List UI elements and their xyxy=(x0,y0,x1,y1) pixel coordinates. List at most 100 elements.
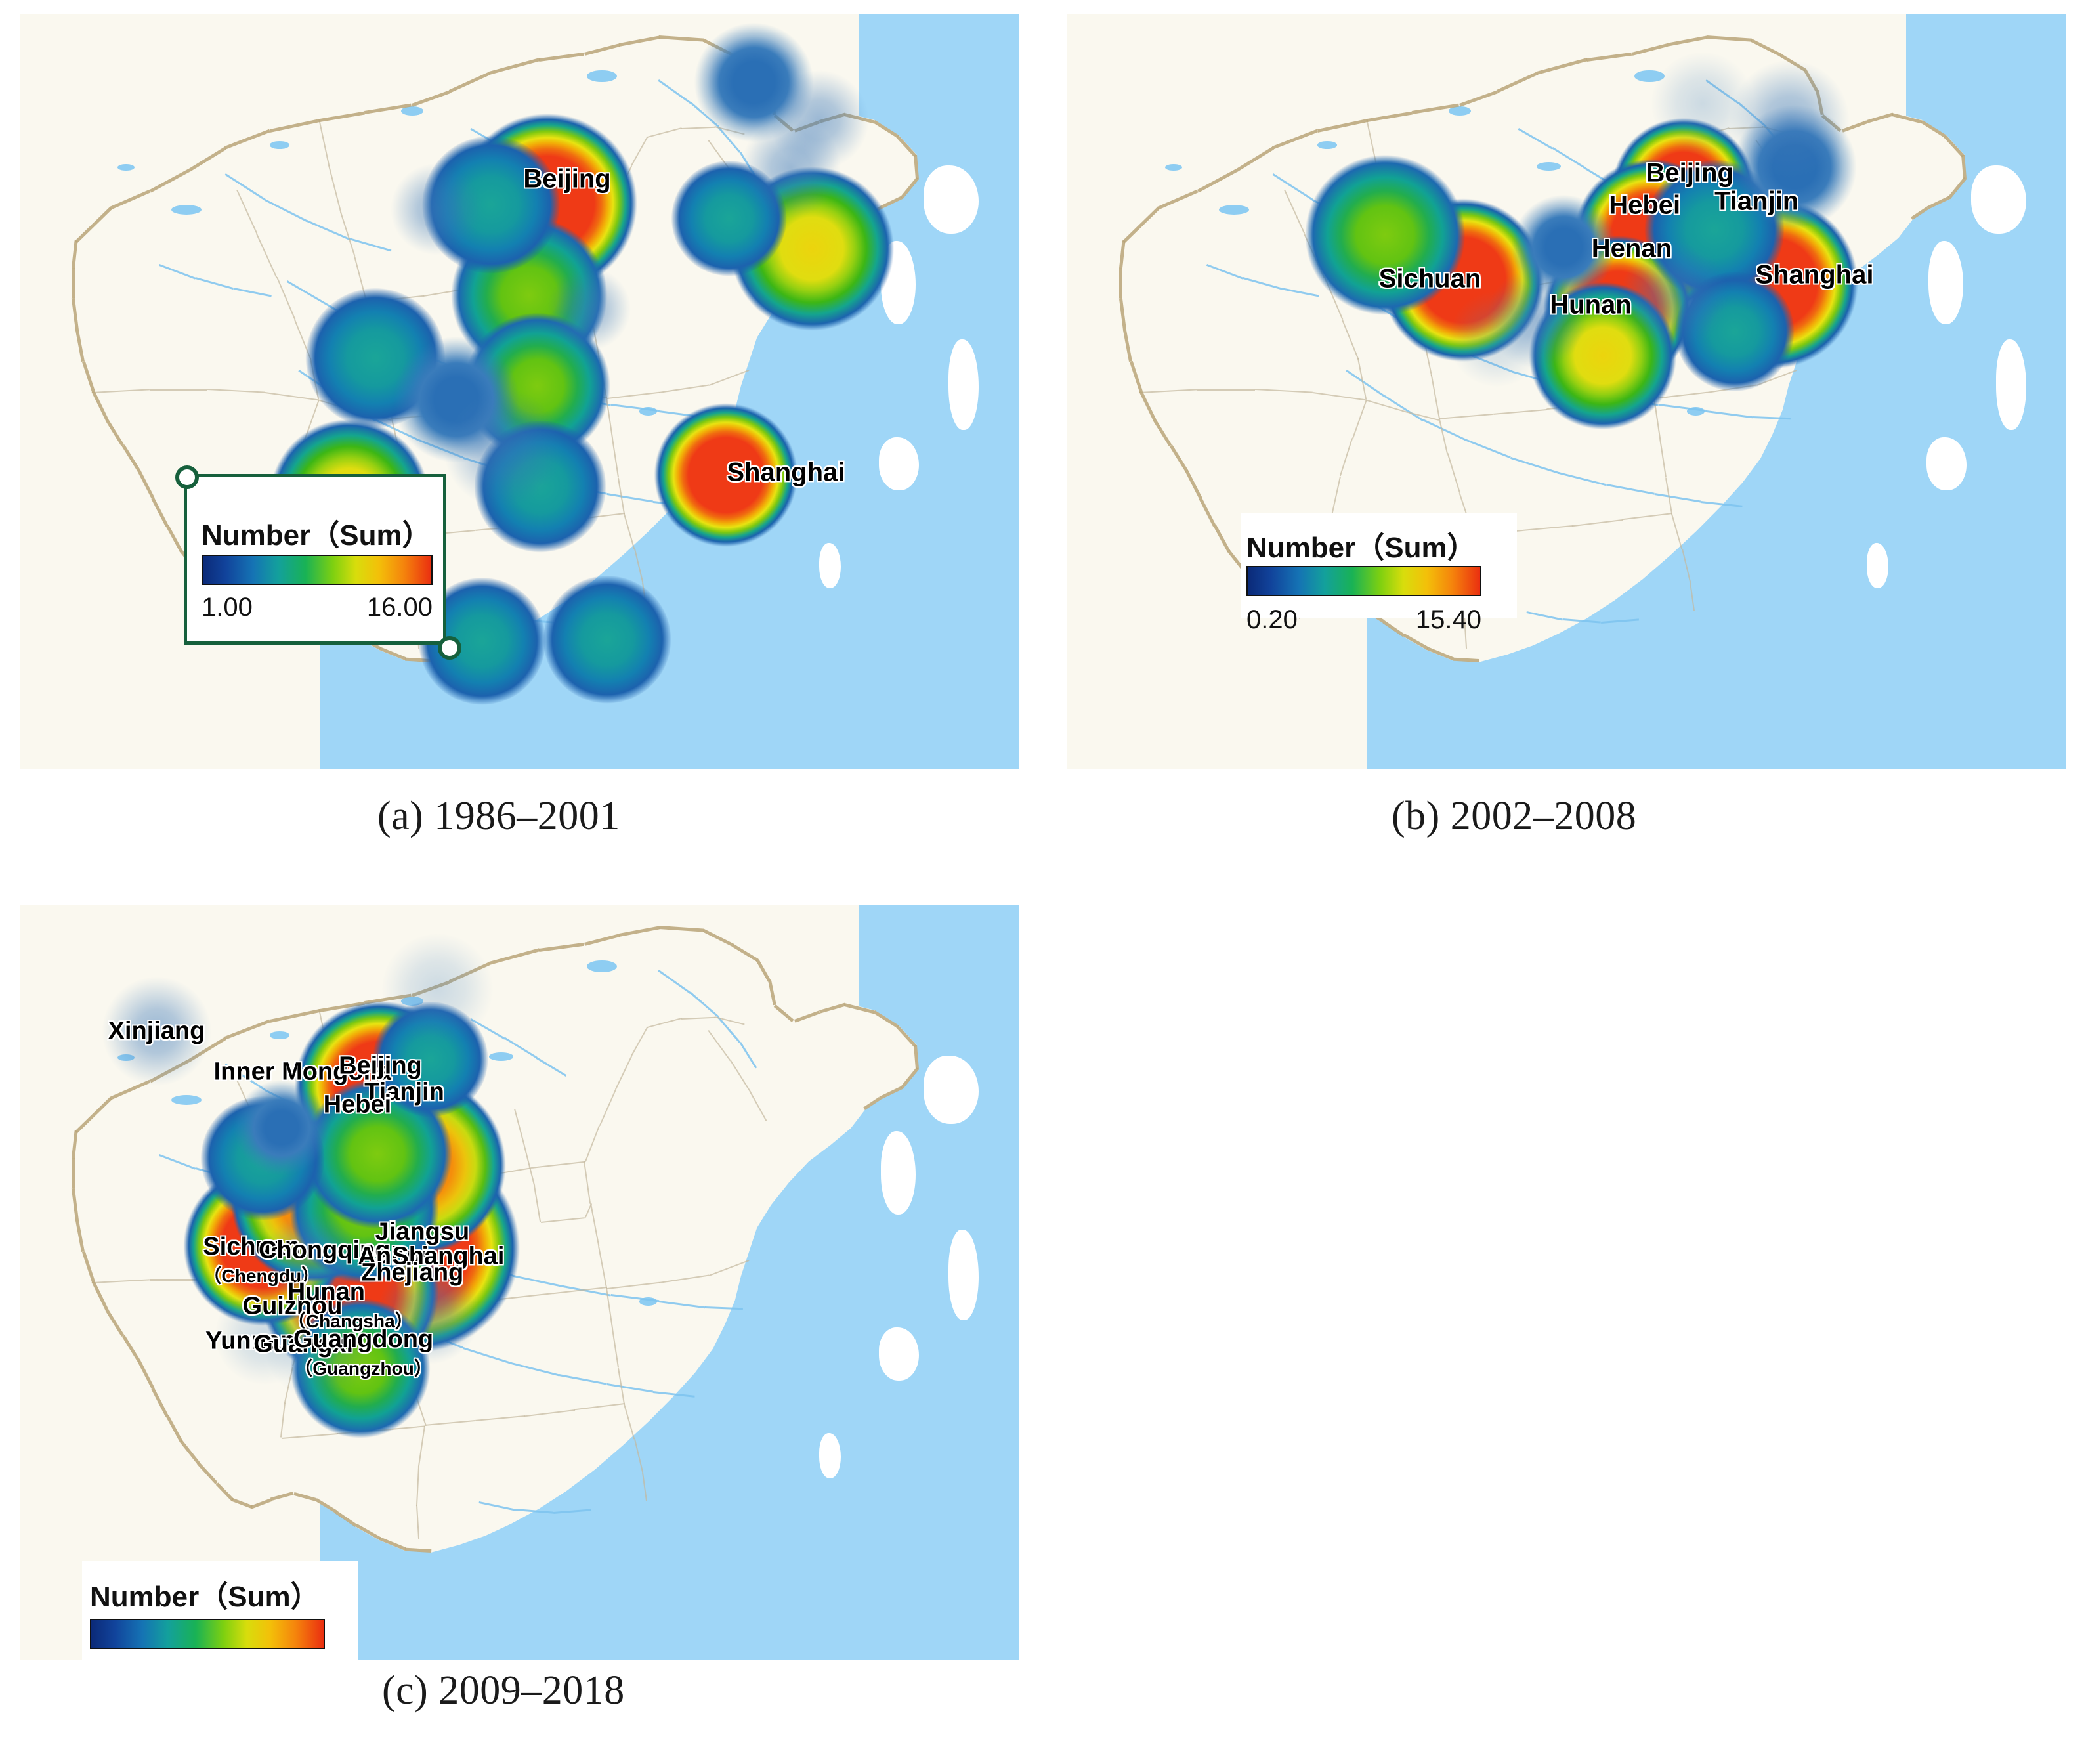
map-label-text: Guangdong xyxy=(293,1325,434,1354)
map-label-text: Hunan xyxy=(287,1278,365,1306)
map-label-subtext: （Changsha） xyxy=(287,1310,414,1331)
legend-b[interactable]: Number（Sum） 0.20 15.40 xyxy=(1241,513,1517,634)
map-label: Hunan xyxy=(1550,290,1631,320)
northeast-field xyxy=(419,905,859,1101)
island-landmass xyxy=(1926,437,1967,490)
map-label: Chongqing xyxy=(259,1236,390,1264)
map-label-subtext: （Guangzhou） xyxy=(294,1358,433,1379)
legend-scale-b: 0.20 15.40 xyxy=(1246,605,1481,635)
legend-scale-a: 1.00 16.00 xyxy=(202,593,433,622)
lake xyxy=(1165,163,1182,171)
legend-min-a: 1.00 xyxy=(202,593,253,622)
map-label-text: Tianjin xyxy=(364,1078,444,1106)
province-border-segment xyxy=(149,389,208,391)
legend-title-a: Number（Sum） xyxy=(202,519,431,551)
legend-max-b: 15.40 xyxy=(1415,605,1481,634)
map-label-text: Guizhou xyxy=(242,1292,343,1320)
lake xyxy=(401,106,423,116)
selection-handle-top-left[interactable] xyxy=(175,465,199,489)
basemap-a xyxy=(20,14,1019,769)
map-label-text: Inner Mongolia xyxy=(213,1058,391,1086)
island-landmass xyxy=(948,339,979,430)
lake xyxy=(587,70,618,83)
island-landmass xyxy=(880,1131,916,1215)
map-panel-b[interactable]: Beijing Tianjin Hebei Henan Sichuan Hunan Shan… xyxy=(1067,14,2066,769)
legend-c[interactable]: Number（Sum） 0.20 213.80 xyxy=(82,1561,358,1660)
island-landmass xyxy=(819,1433,841,1478)
lake xyxy=(269,1031,289,1039)
legend-title-c: Number（Sum） xyxy=(90,1581,320,1613)
map-label-text: Shanghai xyxy=(1755,260,1874,290)
map-label-text: Shanghai xyxy=(727,458,845,487)
lake xyxy=(489,1052,513,1062)
lake xyxy=(1634,70,1665,83)
map-label: Guangdong （Guangzhou） xyxy=(293,1325,433,1381)
map-label: Henan xyxy=(1592,234,1672,263)
map-label-text: Beijing xyxy=(523,164,611,194)
map-label-text: Sichuan xyxy=(203,1232,301,1260)
map-label-text: Xinjiang xyxy=(108,1017,205,1045)
map-label-text: Tianjin xyxy=(1714,186,1799,216)
lake xyxy=(269,141,289,149)
map-label: Hebei xyxy=(324,1090,391,1119)
legend-colorbar-a xyxy=(202,555,433,585)
map-label: Shanghai xyxy=(727,458,845,488)
map-label: Guangxi xyxy=(253,1331,353,1359)
map-label: Hunan （Changsha） xyxy=(287,1278,414,1333)
map-label-text: Anhui xyxy=(358,1242,429,1270)
map-label-text: Beijing xyxy=(1646,158,1733,187)
map-label: Beijing xyxy=(339,1052,422,1081)
map-label-text: Guangxi xyxy=(253,1330,354,1358)
northeast-field xyxy=(419,14,859,211)
map-panel-c[interactable]: Xinjiang Inner Mongolia Beijing Tianjin Hebe… xyxy=(20,905,1019,1660)
map-label: Xinjiang xyxy=(108,1018,205,1046)
lake xyxy=(1317,141,1337,149)
map-label-text: Hebei xyxy=(323,1090,392,1119)
map-label: Sichuan xyxy=(1379,264,1481,293)
legend-title-b: Number（Sum） xyxy=(1246,532,1476,564)
province-border-segment xyxy=(149,1279,208,1281)
legend-colorbar-c xyxy=(90,1619,325,1649)
selection-handle-bottom-right[interactable] xyxy=(438,636,461,660)
map-label-text: Chongqing xyxy=(258,1236,391,1264)
caption-c: (c) 2009–2018 xyxy=(382,1668,625,1713)
legend-colorbar-b xyxy=(1246,566,1481,596)
lake xyxy=(117,163,135,171)
island-landmass xyxy=(1866,543,1889,588)
map-label-text: Zhejiang xyxy=(361,1258,464,1287)
map-label-text: Shanghai xyxy=(392,1242,505,1270)
caption-b: (b) 2002–2008 xyxy=(1392,794,1637,838)
map-label-text: Henan xyxy=(1591,234,1672,263)
lake xyxy=(587,960,618,973)
lake xyxy=(1449,106,1471,116)
map-label: Tianjin xyxy=(1714,187,1798,217)
map-label-subtext: （Chengdu） xyxy=(203,1265,320,1286)
lake xyxy=(489,162,513,171)
island-landmass xyxy=(948,1229,979,1320)
map-panel-a[interactable]: Beijing Shanghai Number（Sum） 1.00 16.00 xyxy=(20,14,1019,769)
map-label: Hebei xyxy=(1609,190,1680,220)
map-label: Beijing xyxy=(1646,158,1733,188)
lake xyxy=(117,1054,135,1062)
map-label-text: Jiangsu xyxy=(375,1218,470,1246)
map-label-text: Sichuan xyxy=(1378,264,1481,293)
map-label: Inner Mongolia xyxy=(214,1058,391,1086)
legend-min-b: 0.20 xyxy=(1246,605,1298,634)
map-label: Sichuan （Chengdu） xyxy=(203,1233,320,1288)
legend-a[interactable]: Number（Sum） 1.00 16.00 xyxy=(175,465,461,660)
map-label-text: Beijing xyxy=(339,1052,422,1080)
map-label: Tianjin xyxy=(364,1079,444,1107)
map-label-text: Yunnan xyxy=(205,1327,296,1355)
lake xyxy=(171,204,202,215)
island-landmass xyxy=(924,1056,979,1124)
map-label: Jiangsu xyxy=(375,1218,470,1247)
lake xyxy=(1537,162,1561,171)
province-border-segment xyxy=(1197,389,1256,391)
island-landmass xyxy=(819,543,841,588)
island-landmass xyxy=(924,165,979,234)
map-label: Guizhou xyxy=(243,1292,343,1320)
map-label-text: Hunan xyxy=(1550,290,1632,320)
island-landmass xyxy=(878,437,919,490)
national-border-segment xyxy=(72,268,75,299)
